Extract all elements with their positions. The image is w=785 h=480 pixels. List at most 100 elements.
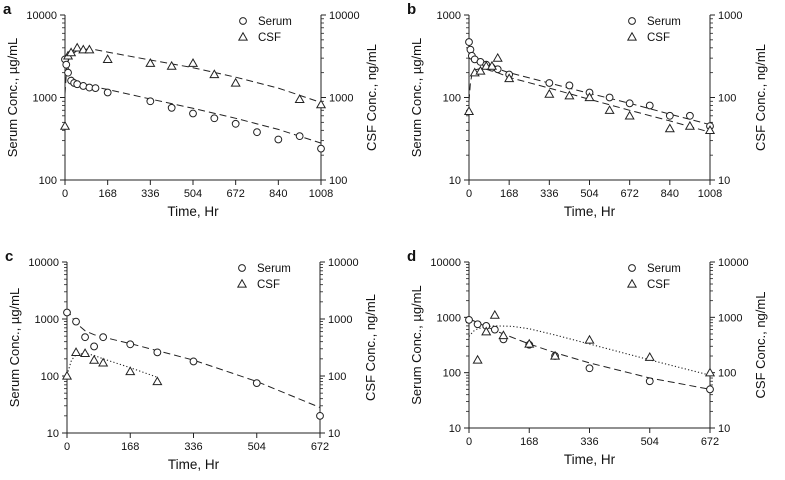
legend-serum-marker xyxy=(238,264,246,272)
serum-point xyxy=(317,144,325,153)
csf-point xyxy=(704,367,716,377)
y-left-tick-label: 100 xyxy=(39,175,57,187)
x-tick-label: 168 xyxy=(520,436,538,448)
serum-fit-line xyxy=(64,55,322,144)
serum-point xyxy=(210,114,219,123)
serum-point xyxy=(189,357,198,366)
serum-point xyxy=(62,60,71,69)
y-left-tick-label: 10000 xyxy=(26,10,57,22)
x-axis-label: Time, Hr xyxy=(564,204,616,219)
y-axis-right-label: CSF Conc., ng/mL xyxy=(364,44,379,151)
serum-point xyxy=(645,377,654,386)
csf-point xyxy=(84,44,95,54)
serum-point xyxy=(465,38,473,46)
csf-point xyxy=(564,90,575,100)
x-tick-label: 840 xyxy=(269,188,287,200)
x-tick-label: 336 xyxy=(540,188,558,200)
y-left-tick-label: 100 xyxy=(41,371,59,383)
csf-point xyxy=(664,123,675,133)
serum-point xyxy=(625,99,634,108)
serum-point xyxy=(473,320,482,329)
csf-point xyxy=(72,42,83,52)
csf-point xyxy=(66,47,77,57)
y-left-tick-label: 10 xyxy=(47,428,59,440)
x-tick-label: 336 xyxy=(184,441,202,453)
x-axis-label: Time, Hr xyxy=(167,204,219,219)
x-tick-label: 1008 xyxy=(698,188,722,200)
legend-csf-label: CSF xyxy=(258,32,281,44)
serum-point xyxy=(605,93,614,102)
y-right-tick-label: 100 xyxy=(329,175,347,187)
legend-serum-label: Serum xyxy=(647,263,681,275)
csf-point xyxy=(584,334,595,344)
legend-csf-marker xyxy=(626,31,638,41)
y-axis-left-label: Serum Conc., µg/mL xyxy=(409,285,424,404)
serum-point xyxy=(665,111,674,120)
x-axis-label: Time, Hr xyxy=(168,457,220,472)
serum-point xyxy=(645,101,654,110)
legend-serum-label: Serum xyxy=(257,263,291,275)
serum-point xyxy=(316,411,324,420)
serum-point xyxy=(686,111,694,120)
y-axis-left-label: Serum Conc., µg/mL xyxy=(7,288,22,407)
y-axis-left-label: Serum Conc., µg/mL xyxy=(409,38,424,157)
csf-point xyxy=(230,77,241,87)
legend-csf-marker xyxy=(626,278,638,288)
y-right-tick-label: 100 xyxy=(718,368,736,380)
serum-fit-line xyxy=(468,45,711,126)
serum-point xyxy=(64,68,72,77)
csf-point xyxy=(624,110,635,120)
panel-letter: b xyxy=(407,1,416,18)
x-tick-label: 336 xyxy=(580,436,598,448)
serum-point xyxy=(706,385,714,394)
x-tick-label: 1008 xyxy=(309,188,333,200)
serum-point xyxy=(126,340,135,349)
serum-point xyxy=(252,379,261,388)
csf-point xyxy=(125,366,136,376)
y-right-tick-label: 10 xyxy=(718,423,730,435)
y-right-tick-label: 100 xyxy=(328,371,346,383)
legend-serum-marker xyxy=(628,264,636,272)
csf-point xyxy=(98,357,109,367)
csf-point xyxy=(315,99,327,109)
y-left-tick-label: 1000 xyxy=(35,314,59,326)
csf-point xyxy=(604,105,615,114)
y-right-tick-label: 100 xyxy=(718,93,736,105)
y-left-tick-label: 1000 xyxy=(33,93,57,105)
serum-point xyxy=(585,364,594,373)
csf-point xyxy=(166,60,177,70)
csf-point xyxy=(684,120,695,130)
x-tick-label: 0 xyxy=(62,188,68,200)
panel-letter: d xyxy=(407,248,416,265)
y-axis-left-label: Serum Conc., µg/mL xyxy=(5,38,20,157)
serum-point xyxy=(103,88,112,97)
csf-point xyxy=(550,350,561,360)
serum-fit-line xyxy=(468,318,711,390)
y-left-tick-label: 100 xyxy=(443,93,461,105)
csf-fit-line xyxy=(64,48,322,103)
y-left-tick-label: 10000 xyxy=(28,257,59,269)
csf-point xyxy=(504,73,515,83)
csf-point xyxy=(61,370,73,380)
serum-point xyxy=(99,333,108,342)
panel-letter: a xyxy=(3,1,12,18)
csf-point xyxy=(544,88,555,98)
y-axis-right-label: CSF Conc., ng/mL xyxy=(753,292,768,399)
legend-serum-label: Serum xyxy=(258,16,292,28)
x-tick-label: 504 xyxy=(184,188,202,200)
csf-point xyxy=(481,326,492,336)
y-left-tick-label: 1000 xyxy=(437,10,461,22)
csf-point xyxy=(80,348,91,357)
csf-point xyxy=(584,92,595,102)
legend-serum-marker xyxy=(628,17,636,25)
legend-csf-marker xyxy=(236,278,248,288)
y-left-tick-label: 1000 xyxy=(437,312,461,324)
serum-point xyxy=(72,317,80,326)
serum-point xyxy=(295,132,304,141)
x-tick-label: 504 xyxy=(580,188,598,200)
serum-point xyxy=(545,79,554,87)
csf-point xyxy=(644,352,655,361)
x-tick-label: 0 xyxy=(64,441,70,453)
x-tick-label: 168 xyxy=(500,188,518,200)
x-tick-label: 672 xyxy=(226,188,244,200)
